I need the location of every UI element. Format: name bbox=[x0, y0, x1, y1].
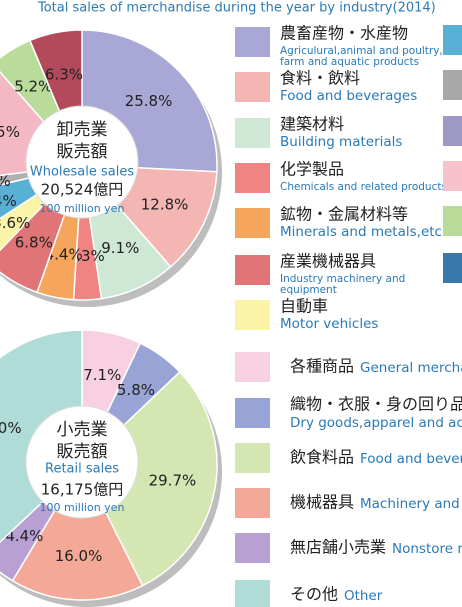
legend-en: Machinery and equipment bbox=[360, 496, 462, 512]
legend-swatch bbox=[235, 163, 270, 193]
slice-label: 5.4% bbox=[0, 192, 17, 210]
legend-swatch bbox=[235, 443, 270, 473]
center-unit: 100 million yen bbox=[40, 501, 125, 514]
center-label: 卸売業 bbox=[57, 120, 108, 140]
legend-swatch bbox=[235, 27, 270, 57]
slice-label: 1.8% bbox=[0, 172, 11, 190]
legend-swatch bbox=[235, 118, 270, 148]
legend-swatch bbox=[235, 398, 270, 428]
slice-label: 12.8% bbox=[141, 196, 189, 214]
pie-slice bbox=[11, 463, 144, 601]
pie-hole bbox=[25, 405, 139, 519]
slice-label: 16.0% bbox=[55, 547, 103, 565]
slice-label: 5.2% bbox=[14, 78, 52, 96]
slice-label: 6.8% bbox=[15, 234, 53, 252]
legend-ja: 無店舗小売業 bbox=[290, 538, 386, 557]
slice-label: 15.5% bbox=[0, 123, 20, 141]
legend-swatch bbox=[235, 300, 270, 330]
slice-label: 6.3% bbox=[45, 65, 83, 83]
center-unit: 100 million yen bbox=[40, 202, 125, 215]
legend-swatch bbox=[443, 206, 462, 236]
legend-swatch bbox=[443, 116, 462, 146]
center-label: 小売業 bbox=[57, 420, 108, 440]
slice-label: 3.6% bbox=[0, 214, 30, 232]
legend-ja: 産業機械器具 bbox=[280, 252, 376, 271]
legend-ja: 鉱物・金属材料等 bbox=[280, 205, 408, 224]
center-en: Retail sales bbox=[45, 462, 119, 477]
legend-en: Food and beverages bbox=[360, 451, 462, 467]
legend-en: Industry machinery and bbox=[280, 273, 405, 285]
slice-label: 9.1% bbox=[101, 239, 139, 257]
legend-en: Minerals and metals,etc. bbox=[280, 224, 446, 240]
slice-label: 4.4% bbox=[5, 527, 43, 545]
legend-en: Other bbox=[344, 588, 383, 604]
legend-en: Agriculural,animal and poultry, bbox=[280, 45, 443, 57]
legend-ja: 各種商品 bbox=[290, 357, 354, 376]
legend-en: Building materials bbox=[280, 134, 402, 150]
legend-en: equipment bbox=[280, 284, 337, 296]
legend-swatch bbox=[235, 488, 270, 518]
legend-swatch bbox=[443, 25, 462, 55]
legend-swatch bbox=[443, 70, 462, 100]
legend-swatch bbox=[235, 352, 270, 382]
legend-en: Motor vehicles bbox=[280, 316, 378, 332]
legend-en: Dry goods,apparel and accessories bbox=[290, 415, 462, 431]
legend-ja: 農畜産物・水産物 bbox=[280, 24, 408, 43]
legend-ja: 織物・衣服・身の回り品 bbox=[290, 395, 462, 414]
center-total: 16,175億円 bbox=[41, 481, 124, 499]
legend-ja: その他 bbox=[290, 585, 338, 604]
slice-label: 5.8% bbox=[117, 381, 155, 399]
legend-en: Chemicals and related products bbox=[280, 181, 447, 193]
slice-label: 29.7% bbox=[149, 471, 197, 489]
legend-swatch bbox=[235, 533, 270, 563]
legend-swatch bbox=[235, 72, 270, 102]
center-total: 20,524億円 bbox=[41, 181, 124, 199]
legend-ja: 食料・飲料 bbox=[280, 69, 360, 88]
legend-swatch bbox=[443, 161, 462, 191]
legend-swatch bbox=[235, 255, 270, 285]
page-title: Total sales of merchandise during the ye… bbox=[37, 1, 436, 16]
legend-en: Nonstore retailers bbox=[392, 541, 462, 557]
center-label: 販売額 bbox=[57, 142, 108, 162]
legend-ja: 自動車 bbox=[280, 297, 328, 316]
legend-ja: 機械器具 bbox=[290, 493, 354, 512]
legend-ja: 化学製品 bbox=[280, 160, 344, 179]
pie-hole bbox=[25, 105, 139, 219]
legend-en: Food and beverages bbox=[280, 88, 417, 104]
legend-ja: 建築材料 bbox=[280, 115, 344, 134]
slice-label: 25.8% bbox=[125, 92, 173, 110]
legend-swatch bbox=[443, 253, 462, 283]
center-en: Wholesale sales bbox=[30, 165, 134, 180]
legend-en: General merchandise bbox=[360, 360, 462, 376]
legend-swatch bbox=[235, 208, 270, 238]
legend-swatch bbox=[235, 580, 270, 607]
slice-label: 7.1% bbox=[83, 366, 121, 384]
legend-en: farm and aquatic products bbox=[280, 56, 419, 68]
slice-label: 37.0% bbox=[0, 419, 22, 437]
center-label: 販売額 bbox=[57, 442, 108, 462]
legend-ja: 飲食料品 bbox=[290, 448, 354, 467]
slice-label: 4.4% bbox=[45, 245, 83, 263]
